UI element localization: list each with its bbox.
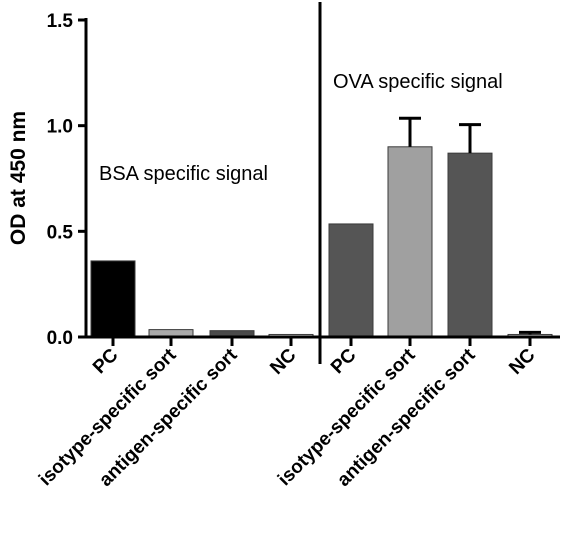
x-tick-label: PC (89, 344, 123, 378)
y-tick-label: 1.5 (47, 11, 74, 32)
x-tick-label: PC (327, 344, 361, 378)
y-ticks-group: 0.0 0.5 1.0 1.5 (47, 11, 86, 349)
error-bars-group (399, 116, 541, 335)
bar-1 (90, 260, 136, 338)
bar-7 (447, 152, 493, 338)
x-tick-label: NC (505, 344, 539, 378)
bar-5 (328, 223, 374, 338)
y-tick-label: 1.0 (47, 117, 73, 138)
ova-annotation: OVA specific signal (333, 71, 503, 93)
y-axis-title: OD at 450 nm (7, 111, 30, 245)
x-tick-label: NC (266, 344, 300, 378)
bsa-annotation: BSA specific signal (99, 163, 268, 185)
bar-6 (387, 146, 433, 338)
y-tick-label: 0.5 (47, 222, 74, 243)
y-tick-label: 0.0 (47, 328, 73, 349)
